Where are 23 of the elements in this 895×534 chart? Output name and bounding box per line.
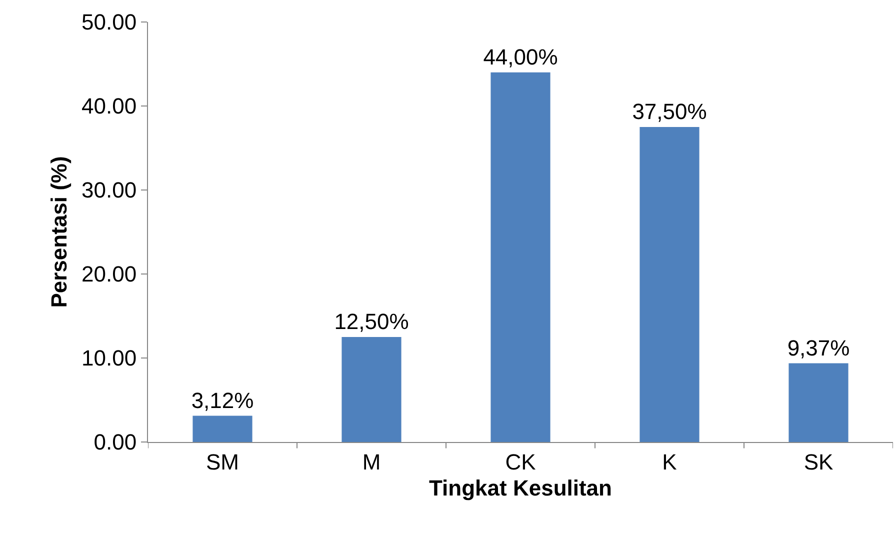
x-tick-label: SM bbox=[206, 449, 239, 474]
y-tick-label: 30.00 bbox=[82, 178, 137, 203]
y-tick-label: 50.00 bbox=[82, 10, 137, 35]
y-tick-label: 10.00 bbox=[82, 346, 137, 371]
y-tick-label: 0.00 bbox=[94, 430, 137, 455]
data-label: 37,50% bbox=[632, 99, 707, 124]
x-tick-label: CK bbox=[505, 449, 536, 474]
x-tick-label: M bbox=[362, 449, 381, 474]
data-label: 3,12% bbox=[191, 388, 254, 413]
x-tick-label: SK bbox=[804, 449, 834, 474]
bar bbox=[490, 72, 550, 442]
bar bbox=[788, 363, 848, 442]
y-axis-title: Persentasi (%) bbox=[46, 156, 72, 308]
x-axis-title: Tingkat Kesulitan bbox=[429, 475, 612, 500]
data-label: 9,37% bbox=[787, 335, 850, 360]
y-tick-label: 20.00 bbox=[82, 262, 137, 287]
bar bbox=[342, 337, 402, 442]
bar bbox=[640, 127, 700, 442]
bar bbox=[192, 416, 252, 442]
x-tick-label: K bbox=[662, 449, 678, 474]
data-label: 44,00% bbox=[483, 44, 558, 70]
data-label: 12,50% bbox=[334, 309, 409, 334]
y-tick-label: 40.00 bbox=[82, 94, 137, 119]
